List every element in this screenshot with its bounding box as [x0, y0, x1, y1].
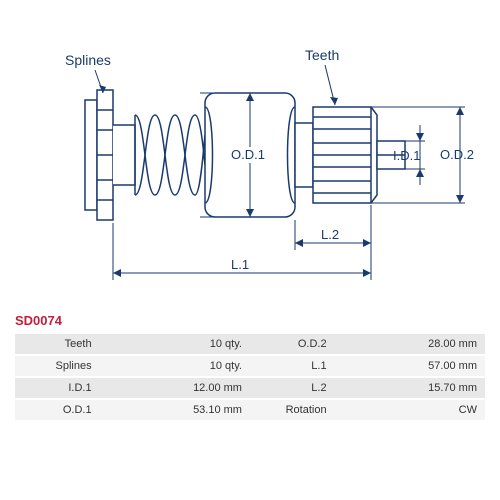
- table-row: Teeth 10 qty. O.D.2 28.00 mm: [15, 334, 485, 355]
- spec-label: Rotation: [250, 399, 335, 421]
- spec-label: O.D.2: [250, 334, 335, 355]
- spec-table: Teeth 10 qty. O.D.2 28.00 mm Splines 10 …: [15, 334, 485, 422]
- spec-label: L.2: [250, 377, 335, 399]
- spec-value: 12.00 mm: [100, 377, 250, 399]
- spec-label: L.1: [250, 355, 335, 377]
- spec-value: 28.00 mm: [335, 334, 485, 355]
- spec-label: I.D.1: [15, 377, 100, 399]
- technical-diagram: Splines Teeth O.D.1 I.D.1 O.D.2 L.2 L.1: [15, 15, 485, 305]
- spec-label: O.D.1: [15, 399, 100, 421]
- table-row: Splines 10 qty. L.1 57.00 mm: [15, 355, 485, 377]
- spec-value: 10 qty.: [100, 334, 250, 355]
- teeth-label: Teeth: [305, 47, 339, 63]
- spec-value: 57.00 mm: [335, 355, 485, 377]
- spec-value: CW: [335, 399, 485, 421]
- spec-value: 15.70 mm: [335, 377, 485, 399]
- l2-dim: L.2: [321, 227, 339, 242]
- od2-dim: O.D.2: [440, 147, 474, 162]
- spec-label: Teeth: [15, 334, 100, 355]
- l1-dim: L.1: [231, 257, 249, 272]
- spec-value: 53.10 mm: [100, 399, 250, 421]
- spec-label: Splines: [15, 355, 100, 377]
- table-row: I.D.1 12.00 mm L.2 15.70 mm: [15, 377, 485, 399]
- table-row: O.D.1 53.10 mm Rotation CW: [15, 399, 485, 421]
- spec-value: 10 qty.: [100, 355, 250, 377]
- od1-dim: O.D.1: [231, 147, 265, 162]
- id1-dim: I.D.1: [393, 148, 420, 163]
- splines-label: Splines: [65, 52, 111, 68]
- part-code: SD0074: [15, 313, 485, 328]
